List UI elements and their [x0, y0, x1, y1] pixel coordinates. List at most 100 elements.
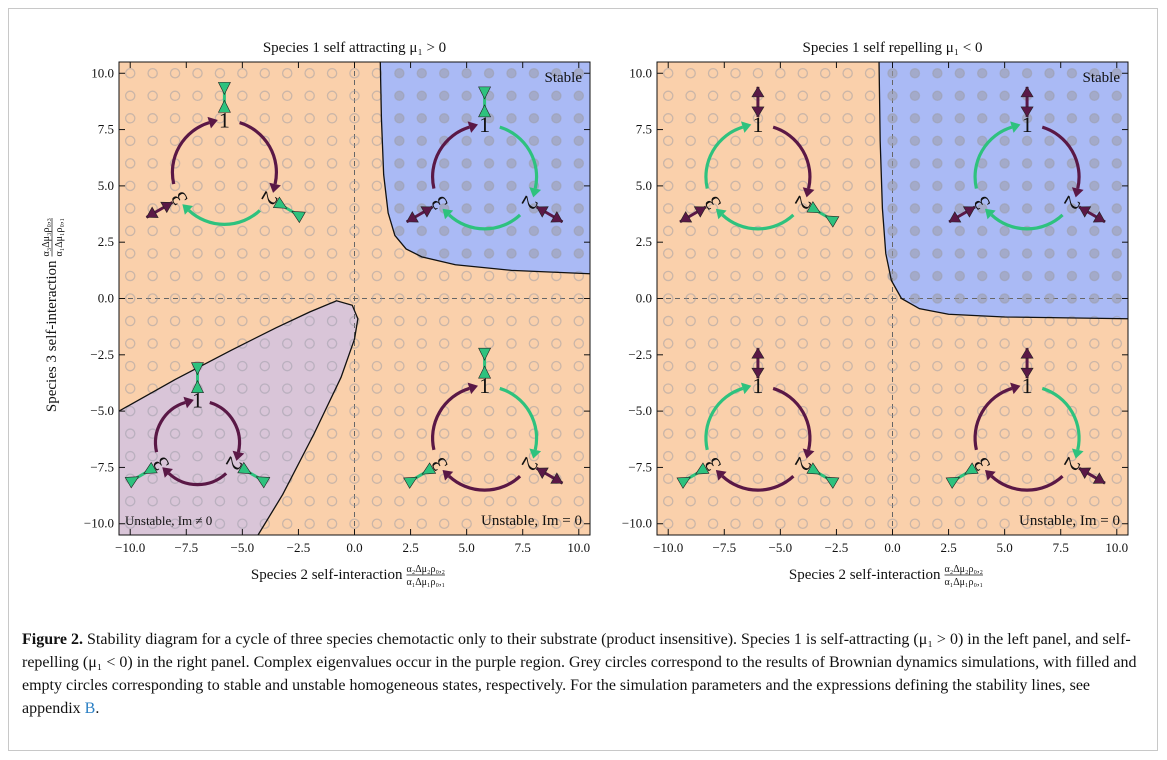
stable-simulation [1112, 204, 1121, 213]
stable-simulation [417, 181, 426, 190]
stable-simulation [1022, 159, 1031, 168]
stable-simulation [507, 136, 516, 145]
stable-simulation [1067, 249, 1076, 258]
stable-simulation [417, 226, 426, 235]
stable-simulation [574, 226, 583, 235]
stable-simulation [933, 136, 942, 145]
stable-simulation [574, 249, 583, 258]
stable-simulation [1090, 294, 1099, 303]
stable-simulation [395, 69, 404, 78]
y-axis-label-group: Species 3 self-interactionα₃Δμ₃ρ₀,₃α₁Δμ₁… [41, 218, 65, 412]
stable-simulation [1022, 204, 1031, 213]
x-tick-label: 5.0 [997, 540, 1013, 555]
x-tick-label: −10.0 [115, 540, 145, 555]
y-tick-label: 0.0 [636, 291, 652, 306]
page: 123123123123Unstable, Im = 0StableUnstab… [0, 0, 1167, 760]
stable-simulation [888, 181, 897, 190]
stable-simulation [1090, 271, 1099, 280]
stable-simulation [1045, 69, 1054, 78]
x-tick-label: −5.0 [769, 540, 793, 555]
region-label: Unstable, Im ≠ 0 [125, 513, 212, 528]
figure: 123123123123Unstable, Im = 0StableUnstab… [0, 0, 1167, 610]
stable-simulation [552, 114, 561, 123]
caption-text: Stability diagram for a cycle of three s… [22, 631, 1136, 717]
stable-simulation [1022, 69, 1031, 78]
stable-simulation [574, 114, 583, 123]
plot-area: 123123123123 [119, 62, 590, 535]
panel-title: Species 1 self attracting μ₁ > 0 [263, 40, 446, 56]
stable-simulation [507, 91, 516, 100]
x-label-denominator: α₁Δμ₁ρ₀,₁ [407, 577, 445, 588]
stable-simulation [440, 249, 449, 258]
stable-simulation [395, 114, 404, 123]
stable-simulation [1000, 204, 1009, 213]
stable-simulation [507, 114, 516, 123]
x-tick-label: 7.5 [1053, 540, 1069, 555]
species-label: 1 [479, 373, 490, 398]
stable-simulation [1067, 114, 1076, 123]
stable-simulation [1090, 159, 1099, 168]
stable-simulation [933, 294, 942, 303]
stable-simulation [529, 91, 538, 100]
stable-simulation [395, 226, 404, 235]
stable-simulation [1045, 294, 1054, 303]
stable-simulation [1022, 136, 1031, 145]
stable-simulation [1045, 271, 1054, 280]
stable-simulation [529, 226, 538, 235]
x-tick-label: 10.0 [1105, 540, 1128, 555]
y-tick-label: 2.5 [98, 234, 114, 249]
stable-simulation [574, 159, 583, 168]
stable-simulation [1045, 159, 1054, 168]
stable-simulation [978, 226, 987, 235]
y-tick-label: 7.5 [636, 122, 652, 137]
stable-simulation [933, 91, 942, 100]
stable-simulation [484, 249, 493, 258]
stable-simulation [395, 91, 404, 100]
x-tick-label: −2.5 [287, 540, 311, 555]
stable-simulation [955, 159, 964, 168]
stable-simulation [1000, 249, 1009, 258]
species-label: 1 [219, 107, 230, 132]
species-label: 1 [1022, 112, 1033, 137]
region-label: Unstable, Im = 0 [481, 513, 582, 529]
y-tick-label: −7.5 [628, 459, 652, 474]
stable-simulation [1090, 249, 1099, 258]
y-axis-label: Species 3 self-interaction [44, 260, 60, 412]
x-tick-label: 2.5 [402, 540, 418, 555]
stable-simulation [417, 136, 426, 145]
species-label: 1 [1022, 373, 1033, 398]
stable-simulation [1112, 271, 1121, 280]
x-label-denominator: α₁Δμ₁ρ₀,₁ [945, 577, 983, 588]
stable-simulation [529, 249, 538, 258]
stable-simulation [910, 204, 919, 213]
stable-simulation [888, 249, 897, 258]
x-tick-label: −5.0 [231, 540, 255, 555]
stable-simulation [888, 91, 897, 100]
stable-simulation [484, 159, 493, 168]
x-tick-label: 0.0 [346, 540, 362, 555]
stable-simulation [1045, 226, 1054, 235]
y-tick-label: 10.0 [629, 65, 652, 80]
x-axis-label: Species 2 self-interaction [789, 567, 941, 583]
stable-simulation [462, 204, 471, 213]
stable-simulation [910, 114, 919, 123]
stable-simulation [462, 159, 471, 168]
stable-simulation [910, 249, 919, 258]
stable-simulation [910, 271, 919, 280]
y-tick-label: −2.5 [90, 347, 114, 362]
stable-simulation [574, 91, 583, 100]
stable-simulation [552, 181, 561, 190]
appendix-link[interactable]: B [85, 700, 96, 717]
stable-simulation [1000, 136, 1009, 145]
stable-simulation [933, 69, 942, 78]
stable-simulation [1067, 294, 1076, 303]
y-tick-label: −5.0 [628, 403, 652, 418]
stable-simulation [933, 181, 942, 190]
stable-simulation [1090, 204, 1099, 213]
caption-label: Figure 2. [22, 631, 83, 648]
stable-simulation [552, 249, 561, 258]
stable-simulation [888, 204, 897, 213]
stable-simulation [1000, 91, 1009, 100]
stable-simulation [1045, 136, 1054, 145]
